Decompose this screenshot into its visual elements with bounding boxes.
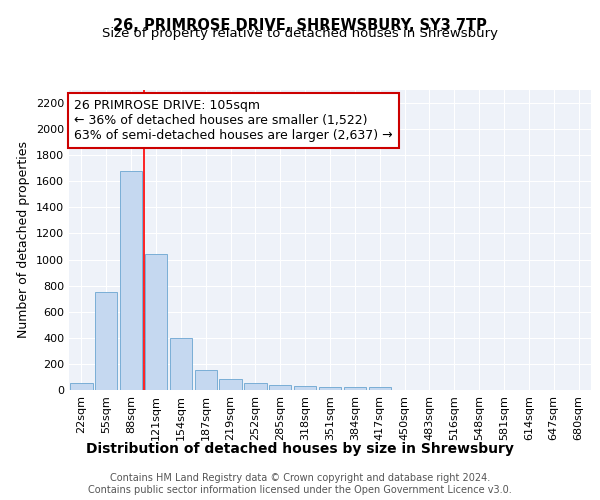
Bar <box>145 254 167 390</box>
Bar <box>294 386 316 390</box>
Text: Contains HM Land Registry data © Crown copyright and database right 2024.
Contai: Contains HM Land Registry data © Crown c… <box>88 474 512 495</box>
Text: 26, PRIMROSE DRIVE, SHREWSBURY, SY3 7TP: 26, PRIMROSE DRIVE, SHREWSBURY, SY3 7TP <box>113 18 487 32</box>
Text: Distribution of detached houses by size in Shrewsbury: Distribution of detached houses by size … <box>86 442 514 456</box>
Bar <box>368 388 391 390</box>
Y-axis label: Number of detached properties: Number of detached properties <box>17 142 31 338</box>
Bar <box>344 388 366 390</box>
Bar <box>120 171 142 390</box>
Bar <box>70 384 92 390</box>
Bar <box>220 379 242 390</box>
Bar <box>170 338 192 390</box>
Bar <box>95 292 118 390</box>
Bar <box>269 385 292 390</box>
Bar <box>319 386 341 390</box>
Text: Size of property relative to detached houses in Shrewsbury: Size of property relative to detached ho… <box>102 28 498 40</box>
Bar <box>244 384 266 390</box>
Bar <box>194 370 217 390</box>
Text: 26 PRIMROSE DRIVE: 105sqm
← 36% of detached houses are smaller (1,522)
63% of se: 26 PRIMROSE DRIVE: 105sqm ← 36% of detac… <box>74 99 393 142</box>
